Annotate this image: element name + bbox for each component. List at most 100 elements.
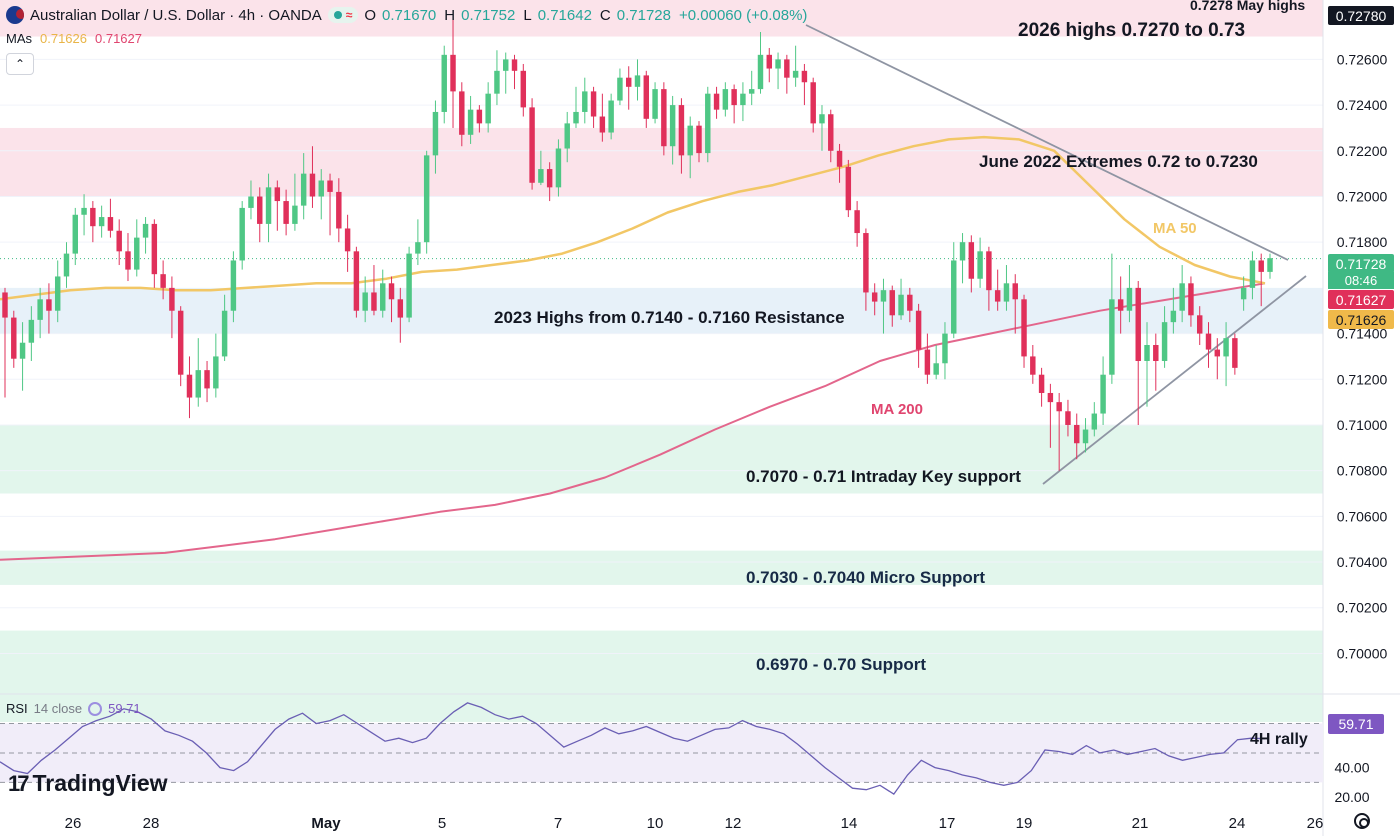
candle-body bbox=[933, 363, 939, 375]
low-key: L bbox=[523, 6, 532, 24]
candle-body bbox=[406, 253, 412, 318]
candle-body bbox=[871, 292, 878, 302]
candle-body bbox=[573, 111, 579, 124]
candle-body bbox=[28, 319, 35, 343]
candle-layer bbox=[2, 18, 1273, 471]
market-status-badge[interactable]: ≈ bbox=[327, 7, 359, 23]
candle-body bbox=[1109, 299, 1115, 375]
ma50-chart-label: MA 50 bbox=[1153, 220, 1197, 237]
candle-body bbox=[757, 54, 764, 90]
candle-body bbox=[476, 109, 483, 124]
candle-body bbox=[1161, 322, 1168, 361]
candle-body bbox=[915, 310, 922, 350]
time-tick-label: 21 bbox=[1132, 815, 1149, 832]
candle-body bbox=[116, 230, 122, 252]
candle-body bbox=[300, 173, 307, 206]
candle-body bbox=[371, 292, 377, 311]
candle-body bbox=[230, 260, 237, 311]
price-zone bbox=[0, 630, 1323, 722]
candle-body bbox=[564, 123, 570, 149]
candle-body bbox=[713, 93, 720, 110]
price-zone bbox=[0, 0, 1323, 37]
candle-body bbox=[125, 251, 131, 270]
symbol-title[interactable]: Australian Dollar / U.S. Dollar · 4h · O… bbox=[30, 6, 322, 24]
candle-body bbox=[309, 173, 316, 197]
candle-body bbox=[327, 180, 333, 192]
ma50-legend-value: 0.71626 bbox=[40, 31, 87, 46]
tradingview-mark-icon: 17 bbox=[8, 770, 30, 796]
candle-body bbox=[669, 105, 676, 147]
rsi-settings-icon[interactable] bbox=[88, 701, 103, 716]
ma200-legend-value: 0.71627 bbox=[95, 31, 142, 46]
candle-body bbox=[81, 207, 87, 215]
candle-body bbox=[511, 59, 518, 71]
candle-body bbox=[415, 242, 421, 254]
candle-body bbox=[1021, 299, 1027, 357]
time-tick-label: 26 bbox=[1307, 815, 1324, 832]
candle-body bbox=[1214, 349, 1221, 357]
candle-body bbox=[1135, 287, 1141, 361]
candle-body bbox=[678, 105, 685, 156]
candle-body bbox=[160, 274, 166, 288]
candle-body bbox=[177, 310, 184, 375]
rsi-legend[interactable]: RSI 14 close 59.71 bbox=[6, 701, 141, 716]
candle-body bbox=[2, 292, 8, 318]
settings-gear-icon[interactable] bbox=[1354, 813, 1370, 829]
candle-body bbox=[169, 287, 175, 311]
price-tick-label: 0.70000 bbox=[1337, 645, 1388, 661]
candle-body bbox=[845, 166, 852, 211]
mas-legend[interactable]: MAs 0.71626 0.71627 bbox=[6, 31, 142, 46]
candle-body bbox=[318, 180, 324, 197]
candle-body bbox=[546, 169, 553, 188]
descending-trendline bbox=[805, 24, 1289, 261]
candle-body bbox=[1258, 260, 1264, 272]
price-axis[interactable]: 0.72600 0.72400 0.72200 0.72000 0.71800 0.714… bbox=[1322, 0, 1388, 836]
candle-body bbox=[336, 191, 342, 229]
candle-body bbox=[1056, 402, 1062, 412]
rsi-pane[interactable]: 40.00 20.00 bbox=[0, 693, 1400, 805]
rsi-legend-value: 59.71 bbox=[108, 701, 141, 716]
candle-body bbox=[1065, 411, 1071, 425]
price-zone bbox=[0, 550, 1323, 585]
candle-body bbox=[1205, 333, 1212, 350]
last-price-tag[interactable]: 0.71728 bbox=[1328, 254, 1394, 273]
rsi-tick-label: 20.00 bbox=[1334, 789, 1369, 805]
time-tick-label: 28 bbox=[143, 815, 160, 832]
candle-body bbox=[1012, 283, 1018, 300]
candle-body bbox=[828, 114, 834, 151]
open-value: 0.71670 bbox=[382, 6, 437, 24]
june-2022-label: June 2022 Extremes 0.72 to 0.7230 bbox=[979, 152, 1258, 171]
candle-body bbox=[142, 223, 149, 238]
symbol-legend[interactable]: Australian Dollar / U.S. Dollar · 4h · O… bbox=[0, 0, 809, 30]
candle-body bbox=[722, 89, 729, 110]
candle-body bbox=[810, 82, 816, 124]
intraday-support-label: 0.7070 - 0.71 Intraday Key support bbox=[746, 467, 1021, 486]
candle-body bbox=[37, 299, 43, 320]
rsi-rally-note: 4H rally bbox=[1250, 731, 1308, 748]
candle-body bbox=[652, 89, 658, 119]
candle-body bbox=[1144, 345, 1150, 361]
tradingview-logo[interactable]: 17 TradingView bbox=[8, 770, 168, 797]
candle-body bbox=[968, 242, 975, 279]
candle-body bbox=[239, 207, 245, 261]
candle-body bbox=[503, 59, 509, 71]
candle-body bbox=[292, 205, 298, 224]
candle-body bbox=[151, 223, 158, 275]
candle-body bbox=[90, 207, 96, 227]
candle-body bbox=[687, 125, 693, 156]
candle-body bbox=[441, 54, 447, 112]
candle-body bbox=[195, 370, 201, 398]
trendline-layer bbox=[805, 24, 1307, 485]
may-highs-label: 0.7278 May highs bbox=[1190, 0, 1306, 13]
price-tick-label: 0.71400 bbox=[1337, 326, 1388, 342]
collapse-legend-button[interactable]: ⌃ bbox=[6, 53, 34, 75]
candle-body bbox=[766, 54, 772, 69]
ascending-trendline bbox=[1042, 275, 1307, 485]
price-tick-label: 0.70200 bbox=[1337, 600, 1388, 616]
candle-body bbox=[951, 260, 957, 334]
candle-body bbox=[213, 356, 219, 389]
time-tick-label: May bbox=[311, 815, 341, 832]
highs-2026-label: 2026 highs 0.7270 to 0.73 bbox=[1018, 20, 1246, 41]
time-axis[interactable]: 26 28 May 5 7 10 12 14 17 19 21 24 26 bbox=[65, 815, 1324, 832]
